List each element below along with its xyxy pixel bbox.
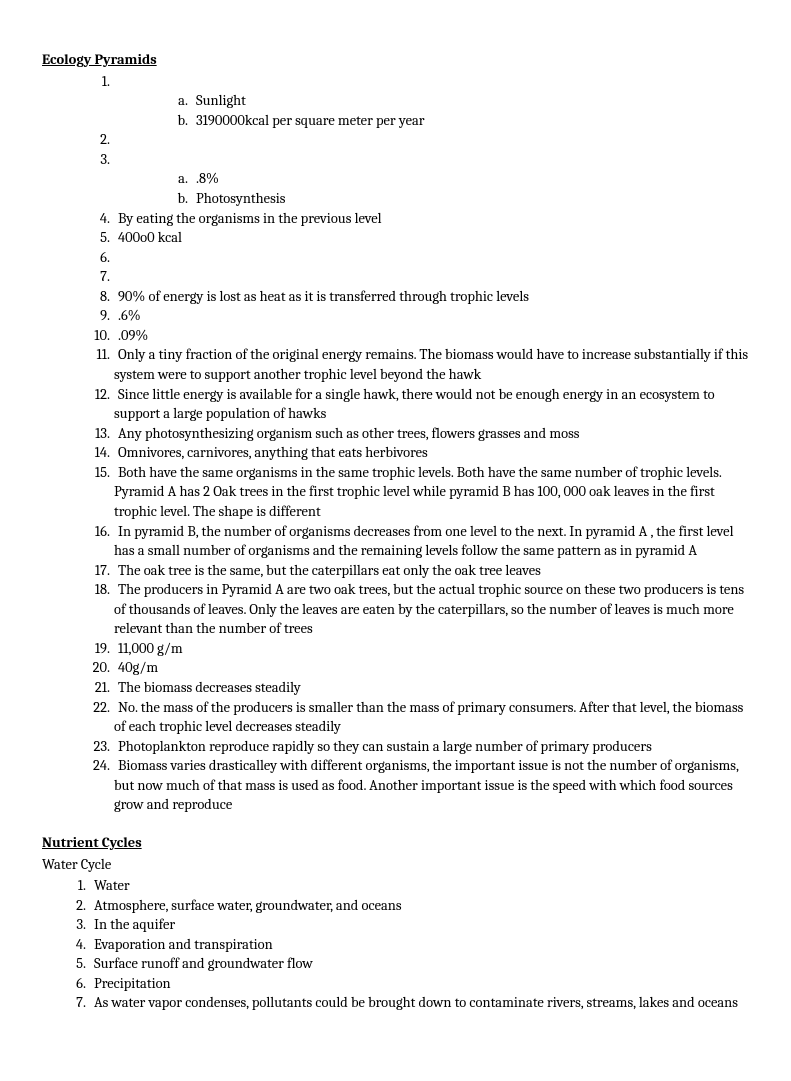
answer-text: No. the mass of the producers is smaller… <box>114 699 743 736</box>
section-title-ecology: Ecology Pyramids <box>42 50 749 70</box>
answer-text: .09% <box>114 327 148 344</box>
sub-list: .8% Photosynthesis <box>114 169 749 208</box>
sub-answer-text: 3190000kcal per square meter per year <box>192 112 425 129</box>
nutrient-item: Precipitation <box>90 974 749 994</box>
answer-text: Evaporation and transpiration <box>90 936 273 953</box>
answer-text: The producers in Pyramid A are two oak t… <box>114 581 744 637</box>
answer-text: Surface runoff and groundwater flow <box>90 955 313 972</box>
ecology-list: Sunlight 3190000kcal per square meter per… <box>42 72 749 815</box>
section-title-nutrient: Nutrient Cycles <box>42 833 749 853</box>
ecology-item: In pyramid B, the number of organisms de… <box>114 522 749 561</box>
ecology-item <box>114 130 749 150</box>
ecology-item: 40g/m <box>114 658 749 678</box>
ecology-item: 400o0 kcal <box>114 228 749 248</box>
ecology-item: .09% <box>114 326 749 346</box>
sub-item: Photosynthesis <box>192 189 749 209</box>
nutrient-item: Evaporation and transpiration <box>90 935 749 955</box>
answer-text: .6% <box>114 307 141 324</box>
ecology-item: Photoplankton reproduce rapidly so they … <box>114 737 749 757</box>
ecology-item: By eating the organisms in the previous … <box>114 209 749 229</box>
answer-text: Only a tiny fraction of the original ene… <box>114 346 748 383</box>
answer-text: In the aquifer <box>90 916 175 933</box>
answer-text: The oak tree is the same, but the caterp… <box>114 562 541 579</box>
answer-text: Any photosynthesizing organism such as o… <box>114 425 579 442</box>
ecology-item: Since little energy is available for a s… <box>114 385 749 424</box>
answer-text: As water vapor condenses, pollutants cou… <box>90 994 738 1011</box>
ecology-item <box>114 248 749 268</box>
ecology-item: Any photosynthesizing organism such as o… <box>114 424 749 444</box>
ecology-item: 11,000 g/m <box>114 639 749 659</box>
nutrient-item: In the aquifer <box>90 915 749 935</box>
answer-text: Atmosphere, surface water, groundwater, … <box>90 897 402 914</box>
sub-answer-text: Photosynthesis <box>192 190 285 207</box>
ecology-item: Omnivores, carnivores, anything that eat… <box>114 443 749 463</box>
ecology-item <box>114 267 749 287</box>
nutrient-item: As water vapor condenses, pollutants cou… <box>90 993 749 1013</box>
answer-text: Omnivores, carnivores, anything that eat… <box>114 444 428 461</box>
answer-text: 90% of energy is lost as heat as it is t… <box>114 288 529 305</box>
ecology-item: No. the mass of the producers is smaller… <box>114 698 749 737</box>
sub-answer-text: .8% <box>192 170 219 187</box>
answer-text: Biomass varies drasticalley with differe… <box>114 757 739 813</box>
ecology-item: Sunlight 3190000kcal per square meter per… <box>114 72 749 131</box>
subtitle-water-cycle: Water Cycle <box>42 855 749 875</box>
nutrient-item: Atmosphere, surface water, groundwater, … <box>90 896 749 916</box>
nutrient-list: Water Atmosphere, surface water, groundwa… <box>42 876 749 1013</box>
sub-item: Sunlight <box>192 91 749 111</box>
answer-text: 400o0 kcal <box>114 229 182 246</box>
answer-text: 11,000 g/m <box>114 640 183 657</box>
ecology-item: The oak tree is the same, but the caterp… <box>114 561 749 581</box>
ecology-item: 90% of energy is lost as heat as it is t… <box>114 287 749 307</box>
answer-text: Since little energy is available for a s… <box>114 386 715 423</box>
ecology-item: The producers in Pyramid A are two oak t… <box>114 580 749 639</box>
answer-text: The biomass decreases steadily <box>114 679 301 696</box>
ecology-item: .8% Photosynthesis <box>114 150 749 209</box>
nutrient-item: Surface runoff and groundwater flow <box>90 954 749 974</box>
sub-answer-text: Sunlight <box>192 92 246 109</box>
ecology-item: The biomass decreases steadily <box>114 678 749 698</box>
sub-item: .8% <box>192 169 749 189</box>
ecology-item: Both have the same organisms in the same… <box>114 463 749 522</box>
answer-text: Photoplankton reproduce rapidly so they … <box>114 738 652 755</box>
ecology-item: .6% <box>114 306 749 326</box>
answer-text: Precipitation <box>90 975 171 992</box>
answer-text: Water <box>90 877 130 894</box>
answer-text: 40g/m <box>114 659 158 676</box>
answer-text: Both have the same organisms in the same… <box>114 464 721 520</box>
answer-text: By eating the organisms in the previous … <box>114 210 382 227</box>
nutrient-item: Water <box>90 876 749 896</box>
sub-item: 3190000kcal per square meter per year <box>192 111 749 131</box>
ecology-item: Only a tiny fraction of the original ene… <box>114 345 749 384</box>
ecology-item: Biomass varies drasticalley with differe… <box>114 756 749 815</box>
sub-list: Sunlight 3190000kcal per square meter per… <box>114 91 749 130</box>
answer-text: In pyramid B, the number of organisms de… <box>114 523 734 560</box>
